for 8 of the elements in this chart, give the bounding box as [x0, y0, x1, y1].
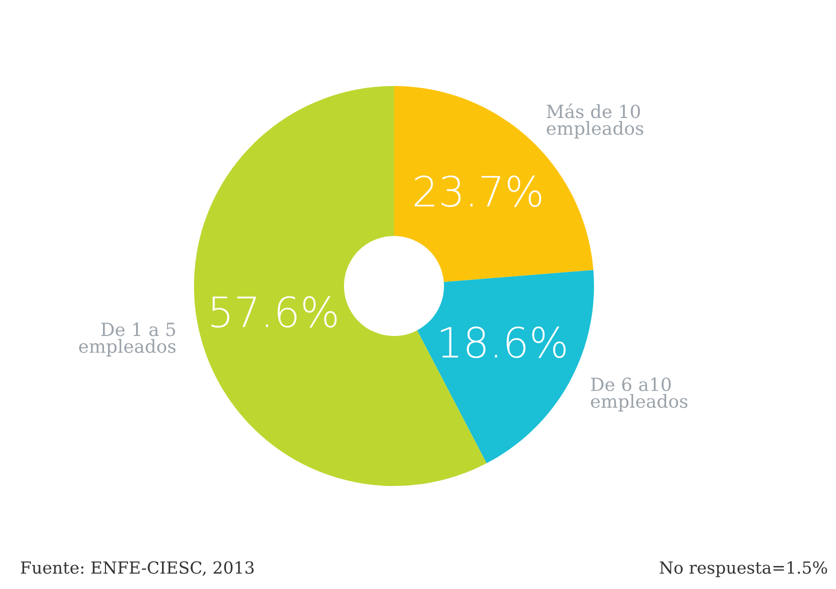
text: No respuesta=1.5% [660, 561, 828, 578]
data-label: 23.7% [414, 175, 542, 207]
slice-label: Más de 10 empleados [546, 104, 644, 139]
source-note: Fuente: ENFE-CIESC, 2013 [20, 561, 254, 576]
slice-label: De 6 a10 empleados [590, 378, 688, 412]
data-label: 18.6% [440, 326, 566, 358]
data-label: 57.6% [211, 296, 337, 328]
slice-label: De 1 a 5 empleados [79, 322, 176, 356]
